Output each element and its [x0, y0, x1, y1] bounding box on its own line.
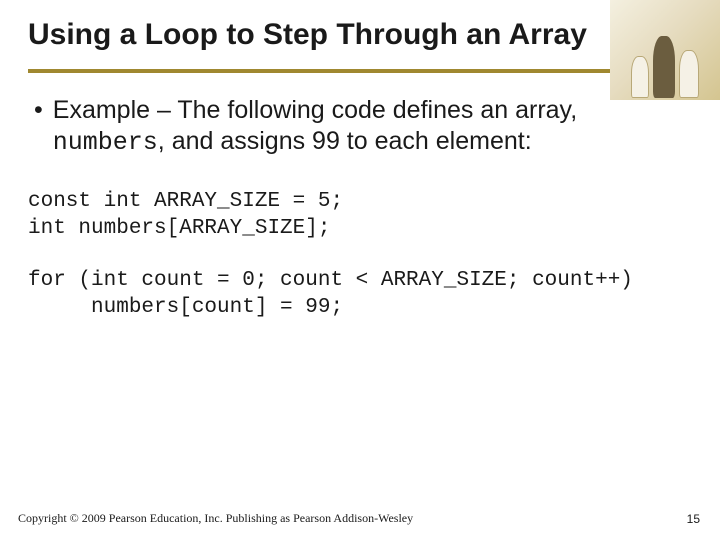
chess-piece-icon — [653, 36, 675, 98]
copyright-footer: Copyright © 2009 Pearson Education, Inc.… — [18, 511, 413, 526]
bullet-marker: • — [34, 95, 43, 126]
slide-title: Using a Loop to Step Through an Array — [28, 18, 588, 53]
bullet-item: • Example – The following code defines a… — [28, 95, 692, 159]
slide-body: • Example – The following code defines a… — [28, 95, 692, 322]
horizontal-divider — [28, 69, 692, 73]
bullet-text-post: , and assigns 99 to each element: — [158, 127, 532, 155]
chess-pieces-graphic — [631, 36, 699, 100]
code-block-2: for (int count = 0; count < ARRAY_SIZE; … — [28, 267, 692, 322]
bullet-text-pre: Example – The following code defines an … — [53, 96, 577, 124]
code-block-1: const int ARRAY_SIZE = 5; int numbers[AR… — [28, 188, 692, 243]
slide-container: Using a Loop to Step Through an Array • … — [0, 0, 720, 540]
inline-code-word: numbers — [53, 128, 158, 157]
decorative-corner-image — [610, 0, 720, 100]
chess-piece-icon — [631, 56, 649, 98]
bullet-text: Example – The following code defines an … — [53, 95, 692, 159]
chess-piece-icon — [679, 50, 699, 98]
page-number: 15 — [687, 512, 700, 526]
